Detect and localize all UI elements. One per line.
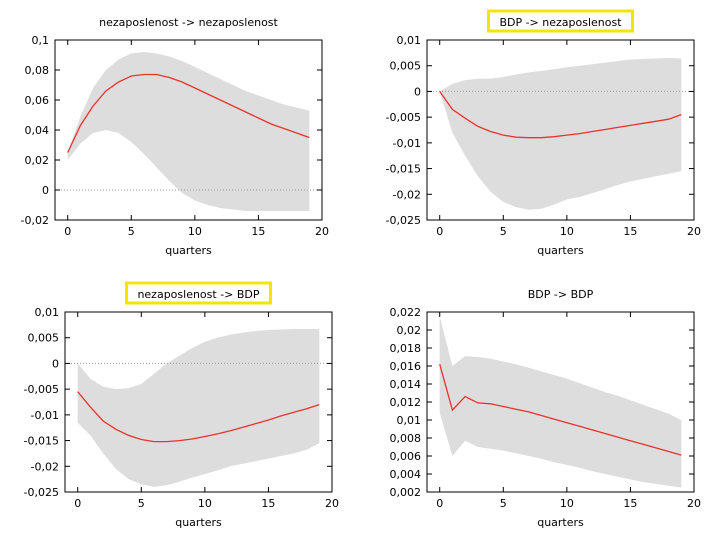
- y-tick-label: 0,018: [390, 342, 422, 355]
- confidence-band: [67, 52, 310, 211]
- y-tick-label: -0,025: [24, 486, 59, 499]
- y-tick-label: 0,01: [35, 306, 60, 319]
- chart-title: BDP -> nezaposlenost: [499, 16, 622, 29]
- x-tick-label: 0: [64, 225, 71, 238]
- y-tick-label: 0,02: [25, 154, 50, 167]
- y-tick-label: -0,005: [386, 111, 421, 124]
- plot-frame: [64, 311, 333, 493]
- chart-panel-4: BDP -> BDP 0 5 10 15 20 0,002 0,004 0,006 0,008 0,…: [390, 288, 702, 529]
- y-tick-label: 0,002: [390, 486, 422, 499]
- x-tick-label: 5: [138, 497, 145, 510]
- y-tick-label: 0,01: [397, 414, 422, 427]
- y-tick-label: 0,005: [390, 60, 422, 73]
- y-tick-label: -0,01: [31, 409, 59, 422]
- x-tick-label: 20: [325, 497, 339, 510]
- y-tick-label: 0,005: [28, 332, 60, 345]
- confidence-band: [77, 329, 320, 487]
- title-highlight-box: [487, 9, 634, 33]
- x-tick-label: 15: [623, 225, 637, 238]
- y-tick-label: 0,08: [25, 64, 50, 77]
- y-tick-label: 0,014: [390, 378, 422, 391]
- x-tick-label: 15: [623, 497, 637, 510]
- y-tick-label: -0,015: [386, 163, 421, 176]
- y-tick-label: 0,008: [390, 432, 422, 445]
- response-line: [77, 391, 320, 443]
- response-line: [67, 73, 310, 153]
- y-tick-label: 0,016: [390, 360, 422, 373]
- y-tick-label: 0,1: [32, 34, 50, 47]
- title-highlight-box: [125, 281, 272, 305]
- chart-title: BDP -> BDP: [528, 288, 594, 301]
- chart-title: nezaposlenost -> BDP: [137, 288, 259, 301]
- x-tick-label: 10: [188, 225, 202, 238]
- x-axis-label: quarters: [537, 516, 584, 529]
- y-tick-label: 0,022: [390, 306, 422, 319]
- x-tick-label: 5: [500, 497, 507, 510]
- x-tick-label: 0: [436, 225, 443, 238]
- y-tick-label: 0,02: [397, 324, 422, 337]
- x-tick-label: 10: [560, 497, 574, 510]
- y-tick-label: 0,01: [397, 34, 422, 47]
- y-tick-label: 0: [42, 184, 49, 197]
- x-tick-label: 10: [560, 225, 574, 238]
- y-tick-label: -0,02: [31, 460, 59, 473]
- chart-title: nezaposlenost -> nezaposlenost: [99, 16, 278, 29]
- y-tick-label: -0,02: [21, 214, 49, 227]
- response-line: [439, 364, 682, 456]
- y-tick-label: -0,02: [393, 188, 421, 201]
- x-tick-label: 15: [261, 497, 275, 510]
- y-tick-label: 0,012: [390, 396, 422, 409]
- x-axis-label: quarters: [175, 516, 222, 529]
- y-tick-label: 0: [414, 85, 421, 98]
- y-tick-label: 0,04: [25, 124, 50, 137]
- x-tick-label: 0: [436, 497, 443, 510]
- x-tick-label: 5: [500, 225, 507, 238]
- y-tick-label: -0,005: [24, 383, 59, 396]
- plot-frame: [426, 39, 695, 221]
- chart-panel-2: BDP -> nezaposlenost 0 5 10 15 20 -0,025 -0,02 -…: [386, 9, 701, 257]
- y-tick-label: 0: [52, 357, 59, 370]
- x-axis-label: quarters: [165, 244, 212, 257]
- x-axis-label: quarters: [537, 244, 584, 257]
- x-tick-label: 20: [687, 497, 701, 510]
- confidence-band: [439, 316, 682, 488]
- y-tick-label: 0,006: [390, 450, 422, 463]
- x-tick-label: 20: [687, 225, 701, 238]
- response-line: [439, 91, 682, 139]
- y-tick-label: -0,01: [393, 137, 421, 150]
- y-tick-label: -0,015: [24, 435, 59, 448]
- x-tick-label: 5: [128, 225, 135, 238]
- confidence-band: [439, 58, 682, 210]
- y-tick-label: 0,06: [25, 94, 50, 107]
- chart-panel-1: nezaposlenost -> nezaposlenost 0 5 10 15 20 -0…: [21, 16, 329, 257]
- chart-panel-3: nezaposlenost -> BDP 0 5 10 15 20 -0,025 -0,02 -…: [24, 281, 339, 529]
- y-tick-label: 0,004: [390, 468, 422, 481]
- y-tick-label: -0,025: [386, 214, 421, 227]
- x-tick-label: 15: [251, 225, 265, 238]
- x-tick-label: 0: [74, 497, 81, 510]
- x-tick-label: 20: [315, 225, 329, 238]
- x-tick-label: 10: [198, 497, 212, 510]
